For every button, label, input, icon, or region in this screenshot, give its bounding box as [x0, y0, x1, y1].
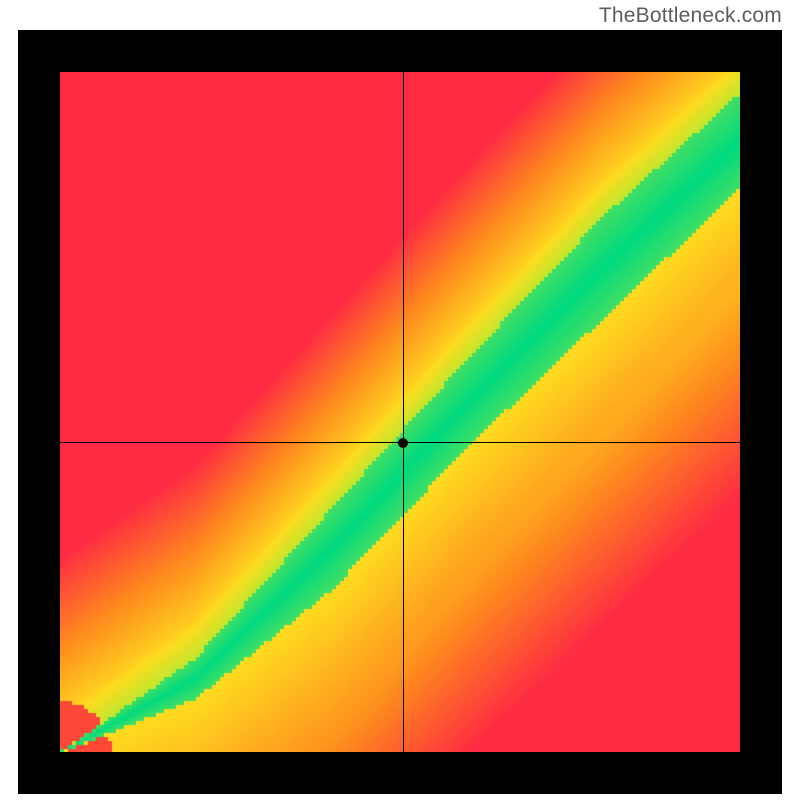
heatmap-canvas — [60, 72, 740, 752]
crosshair-vertical — [403, 72, 404, 752]
crosshair-marker — [398, 438, 408, 448]
frame-border-bottom — [18, 752, 782, 794]
bottleneck-heatmap: { "watermark": { "text": "TheBottleneck.… — [0, 0, 800, 800]
watermark-text: TheBottleneck.com — [599, 4, 782, 28]
frame-border-top — [18, 30, 782, 72]
frame-border-left — [18, 30, 60, 794]
frame-border-right — [740, 30, 782, 794]
